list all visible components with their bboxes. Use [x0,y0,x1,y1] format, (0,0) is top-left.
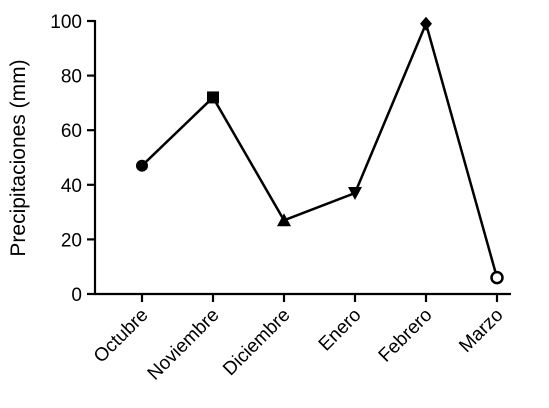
y-ticks: 0 20 40 60 80 100 [50,12,95,306]
x-tick-label: Octubre [90,305,153,368]
data-point-square [207,91,219,104]
y-tick-label: 0 [71,285,82,306]
data-point-open-circle [490,270,504,285]
y-tick-label: 20 [61,230,82,251]
series-line [141,19,499,278]
data-point-circle [136,159,148,172]
y-axis-title: Precipitaciones (mm) [7,59,30,256]
x-tick-label: Enero [315,305,366,356]
y-tick-label: 40 [61,176,82,197]
series-group [136,16,504,285]
x-tick-label: Noviembre [144,305,224,385]
x-tick-label: Febrero [375,305,437,367]
data-point-triangle-up [277,213,291,227]
y-tick-label: 80 [61,67,82,88]
y-tick-label: 100 [50,12,82,33]
data-point-diamond [420,16,432,31]
data-point-triangle-down [348,186,362,200]
x-tick-label: Marzo [455,305,507,357]
x-tick-label: Diciembre [219,305,294,380]
axes [93,20,511,296]
y-tick-label: 60 [61,121,82,142]
